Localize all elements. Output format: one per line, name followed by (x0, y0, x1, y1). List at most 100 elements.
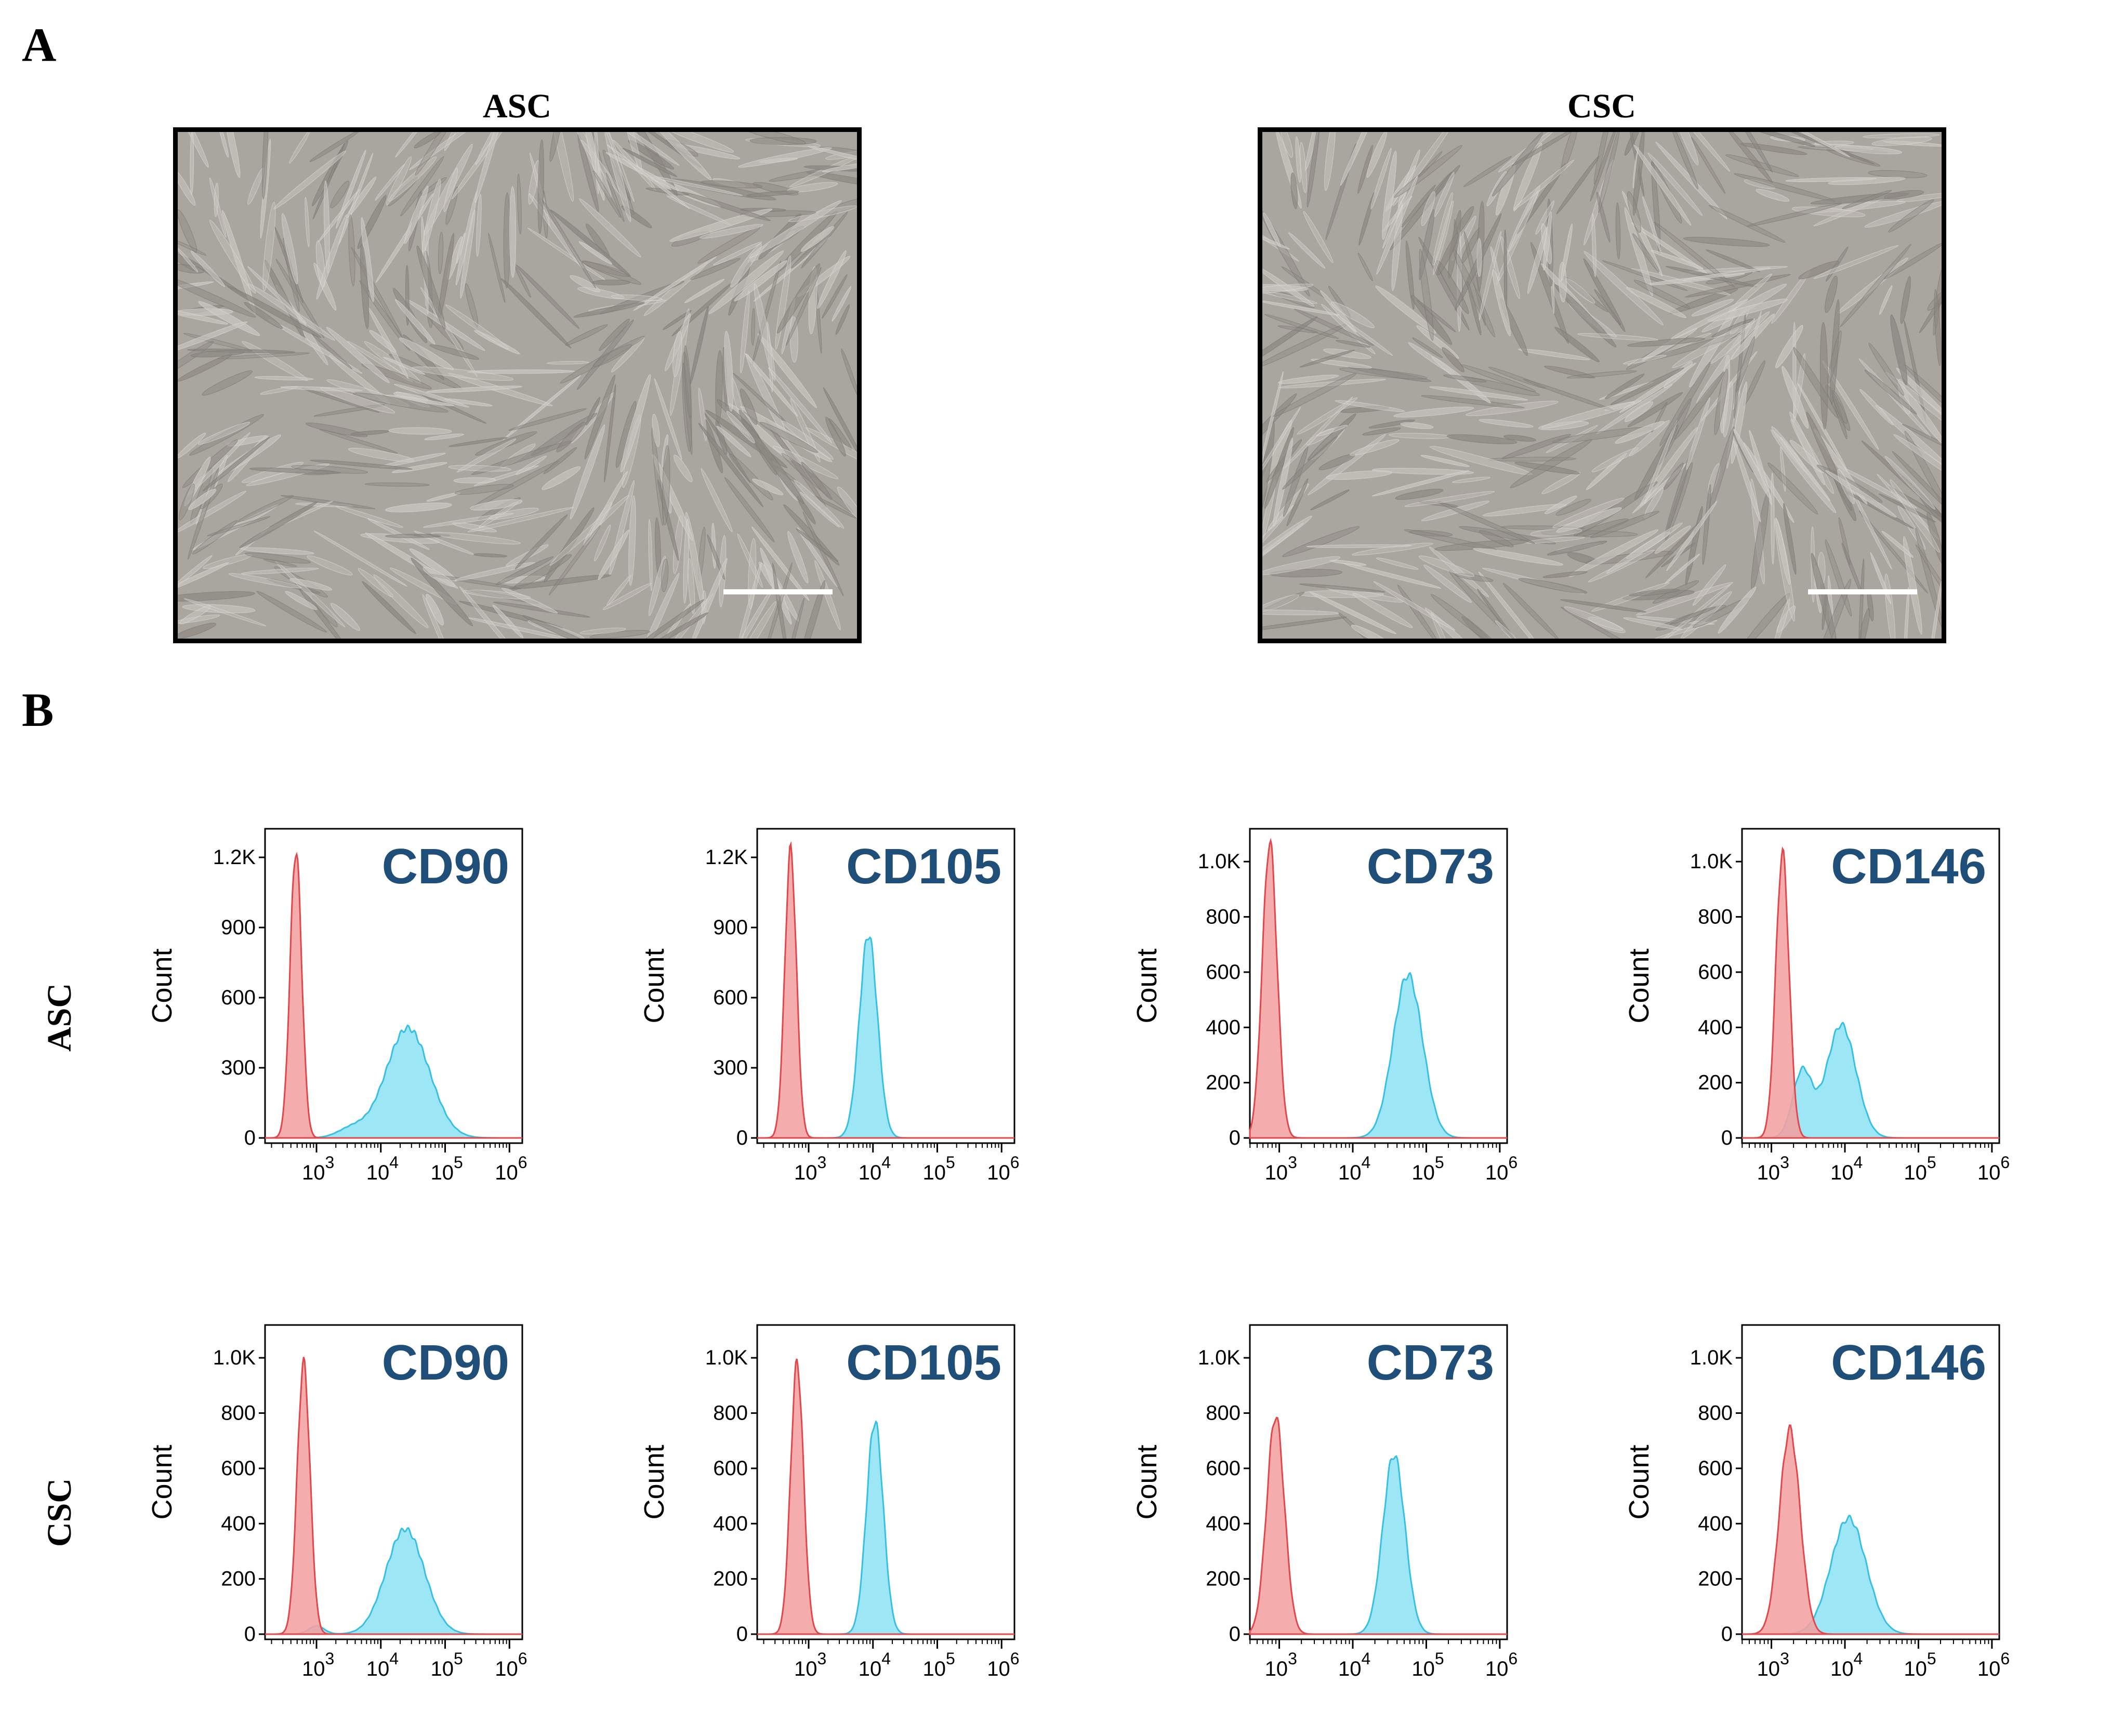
x-tick-label: 103 (794, 1153, 826, 1184)
micrograph-title-csc: CSC (1567, 87, 1637, 125)
y-tick-label: 0 (736, 1127, 748, 1149)
scale-bar (723, 589, 833, 594)
y-tick-label: 600 (713, 1457, 748, 1480)
y-tick-label: 1.0K (213, 1346, 256, 1369)
y-axis-label: Count (639, 1445, 670, 1519)
y-tick-label: 1.2K (213, 846, 256, 869)
control-histogram (265, 1357, 522, 1635)
plot-frame (1741, 1324, 2000, 1640)
y-tick-label: 400 (1698, 1512, 1733, 1535)
control-histogram (1742, 1424, 1999, 1635)
y-tick-label: 200 (1698, 1071, 1733, 1094)
micrograph-csc (1258, 127, 1946, 643)
x-tick-label: 106 (1977, 1153, 2010, 1184)
x-tick-label: 105 (431, 1153, 463, 1184)
y-tick-label: 600 (221, 1457, 256, 1480)
y-tick-label: 400 (1698, 1016, 1733, 1039)
y-axis-label: Count (639, 948, 670, 1023)
x-tick-label: 103 (794, 1649, 826, 1680)
y-tick-label: 400 (1206, 1512, 1241, 1535)
histogram-csc-cd73: 0 200 400 600 800 1.0K Count 103 104 105 106 CD73 (1120, 1307, 1518, 1680)
marker-histogram (1250, 972, 1507, 1139)
y-tick-label: 600 (1698, 1457, 1733, 1480)
x-tick-label: 104 (1830, 1649, 1863, 1680)
micrograph-asc (173, 127, 862, 643)
y-tick-label: 1.0K (705, 1346, 748, 1369)
plot-frame (1741, 828, 2000, 1144)
y-axis-label: Count (147, 948, 178, 1023)
control-histogram (1249, 838, 1507, 1139)
x-tick-label: 104 (1338, 1649, 1370, 1680)
y-tick-label: 1.2K (705, 846, 748, 869)
y-tick-label: 0 (1229, 1127, 1241, 1149)
x-tick-label: 105 (1411, 1649, 1444, 1680)
y-tick-label: 800 (1698, 906, 1733, 929)
control-histogram (1742, 846, 1999, 1139)
histogram-csc-cd105: 0 200 400 600 800 1.0K Count 103 104 105 106 CD105 (627, 1307, 1022, 1680)
y-axis-label: Count (1624, 1445, 1655, 1519)
x-tick-label: 106 (1485, 1153, 1518, 1184)
x-tick-label: 106 (987, 1649, 1019, 1680)
histogram-asc-cd73: 0 200 400 600 800 1.0K Count 103 104 105 106 CD73 (1120, 811, 1518, 1184)
y-tick-label: 1.0K (1690, 850, 1733, 873)
marker-title: CD105 (846, 839, 1001, 894)
x-tick-label: 104 (859, 1153, 891, 1184)
micrograph-csc-image (1262, 132, 1942, 639)
x-tick-label: 105 (1411, 1153, 1444, 1184)
x-tick-label: 106 (495, 1649, 527, 1680)
y-tick-label: 200 (1206, 1071, 1241, 1094)
panel-a-label: A (22, 18, 57, 71)
x-tick-label: 104 (366, 1649, 399, 1680)
plot-frame (264, 1324, 523, 1640)
x-tick-label: 104 (366, 1153, 399, 1184)
y-tick-label: 800 (221, 1402, 256, 1425)
micrograph-asc-image (178, 132, 857, 639)
x-tick-label: 106 (987, 1153, 1019, 1184)
marker-title: CD73 (1367, 839, 1494, 894)
marker-title: CD73 (1367, 1335, 1494, 1390)
y-tick-label: 400 (1206, 1016, 1241, 1039)
row-label-asc: ASC (41, 983, 78, 1052)
x-tick-label: 103 (1265, 1153, 1297, 1184)
histogram-csc-cd90: 0 200 400 600 800 1.0K Count 103 104 105 106 CD90 (135, 1307, 530, 1680)
plot-frame (1249, 828, 1508, 1144)
y-tick-label: 0 (1721, 1623, 1733, 1646)
y-tick-label: 800 (713, 1402, 748, 1425)
y-tick-label: 900 (221, 916, 256, 939)
x-tick-label: 103 (302, 1153, 334, 1184)
y-tick-label: 800 (1206, 906, 1241, 929)
x-tick-label: 103 (1265, 1649, 1297, 1680)
x-tick-label: 104 (1338, 1153, 1370, 1184)
plot-frame (756, 1324, 1015, 1640)
x-tick-label: 105 (1904, 1649, 1936, 1680)
histogram-asc-cd146: 0 200 400 600 800 1.0K Count 103 104 105 106 CD146 (1612, 811, 2010, 1184)
y-axis-label: Count (1131, 948, 1163, 1023)
micrograph-title-asc: ASC (482, 87, 552, 125)
y-tick-label: 0 (1229, 1623, 1241, 1646)
histogram-asc-cd105: 0 300 600 900 1.2K Count 103 104 105 106 CD105 (627, 811, 1022, 1184)
x-tick-label: 104 (859, 1649, 891, 1680)
y-tick-label: 0 (1721, 1127, 1733, 1149)
y-tick-label: 200 (1698, 1568, 1733, 1591)
x-tick-label: 106 (1485, 1649, 1518, 1680)
x-tick-label: 105 (923, 1649, 955, 1680)
y-tick-label: 600 (1206, 961, 1241, 984)
y-tick-label: 400 (713, 1512, 748, 1535)
plot-frame (264, 828, 523, 1144)
marker-title: CD146 (1831, 839, 1986, 894)
marker-title: CD146 (1831, 1335, 1986, 1390)
control-histogram (265, 852, 522, 1139)
x-tick-label: 106 (1977, 1649, 2010, 1680)
y-tick-label: 1.0K (1690, 1346, 1733, 1369)
y-tick-label: 600 (221, 986, 256, 1009)
x-tick-label: 105 (923, 1153, 955, 1184)
x-tick-label: 105 (1904, 1153, 1936, 1184)
y-tick-label: 0 (736, 1623, 748, 1646)
y-axis-label: Count (147, 1445, 178, 1519)
control-histogram (1249, 1416, 1507, 1635)
y-tick-label: 800 (1698, 1402, 1733, 1425)
y-tick-label: 0 (244, 1623, 256, 1646)
y-tick-label: 0 (244, 1127, 256, 1149)
marker-title: CD90 (382, 1335, 509, 1390)
y-tick-label: 600 (713, 986, 748, 1009)
